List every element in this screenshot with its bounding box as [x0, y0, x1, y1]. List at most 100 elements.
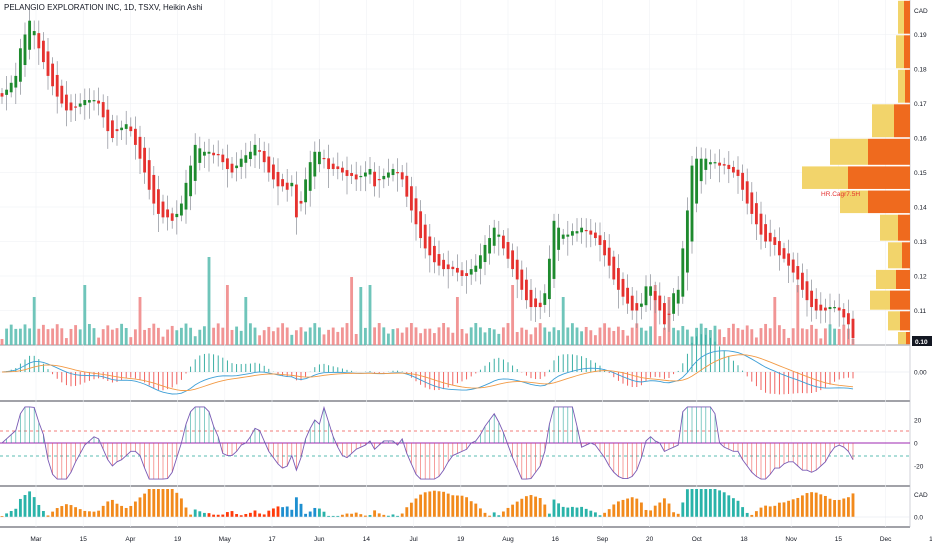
candle-body[interactable]: [74, 106, 78, 108]
candle-body[interactable]: [690, 165, 694, 242]
candle-body[interactable]: [106, 109, 110, 132]
candle-body[interactable]: [161, 201, 165, 218]
candle-body[interactable]: [437, 254, 441, 266]
candle-body[interactable]: [800, 272, 804, 290]
candle-body[interactable]: [350, 173, 354, 176]
candle-body[interactable]: [759, 213, 763, 235]
candle-body[interactable]: [478, 255, 482, 269]
candle-body[interactable]: [216, 154, 220, 156]
candle-body[interactable]: [304, 179, 308, 203]
candle-body[interactable]: [727, 164, 731, 170]
candle-body[interactable]: [317, 151, 321, 165]
candle-body[interactable]: [78, 103, 82, 107]
candle-body[interactable]: [184, 182, 188, 210]
candle-body[interactable]: [754, 203, 758, 225]
candle-body[interactable]: [745, 181, 749, 204]
candle-body[interactable]: [124, 124, 128, 129]
candle-body[interactable]: [777, 241, 781, 256]
candle-body[interactable]: [446, 264, 450, 270]
candle-body[interactable]: [115, 129, 119, 132]
candle-body[interactable]: [644, 286, 648, 306]
candle-body[interactable]: [616, 268, 620, 290]
candle-body[interactable]: [501, 235, 505, 249]
candle-body[interactable]: [175, 213, 179, 218]
candle-body[interactable]: [14, 75, 18, 88]
candle-body[interactable]: [32, 31, 36, 36]
candle-body[interactable]: [805, 281, 809, 301]
candle-body[interactable]: [322, 157, 326, 160]
candle-body[interactable]: [814, 298, 818, 311]
candle-body[interactable]: [741, 172, 745, 190]
candle-body[interactable]: [212, 152, 216, 156]
candle-body[interactable]: [598, 235, 602, 245]
candle-body[interactable]: [768, 232, 772, 242]
candle-body[interactable]: [258, 150, 262, 152]
candle-body[interactable]: [653, 291, 657, 301]
candle-body[interactable]: [810, 290, 814, 308]
candle-body[interactable]: [428, 236, 432, 256]
candle-body[interactable]: [589, 230, 593, 235]
candle-body[interactable]: [451, 266, 455, 270]
candle-body[interactable]: [667, 313, 671, 315]
candle-body[interactable]: [695, 158, 699, 204]
candle-body[interactable]: [524, 279, 528, 301]
candle-body[interactable]: [166, 209, 170, 218]
candle-body[interactable]: [336, 166, 340, 170]
candle-body[interactable]: [630, 295, 634, 311]
candle-body[interactable]: [635, 303, 639, 311]
candle-body[interactable]: [607, 247, 611, 266]
candle-body[interactable]: [290, 182, 294, 187]
candle-body[interactable]: [225, 158, 229, 170]
candle-body[interactable]: [198, 148, 202, 163]
macd-pane[interactable]: [0, 334, 910, 395]
candle-body[interactable]: [271, 164, 275, 180]
candle-body[interactable]: [736, 169, 740, 176]
candle-body[interactable]: [442, 259, 446, 270]
candle-body[interactable]: [377, 179, 381, 181]
candle-body[interactable]: [676, 289, 680, 304]
candle-body[interactable]: [331, 163, 335, 170]
osc-line[interactable]: [1, 405, 854, 480]
candle-body[interactable]: [423, 224, 427, 249]
candle-body[interactable]: [649, 286, 653, 296]
candle-body[interactable]: [566, 234, 570, 237]
candle-body[interactable]: [483, 244, 487, 263]
candle-body[interactable]: [497, 234, 501, 237]
candle-body[interactable]: [221, 154, 225, 163]
histogram-pane[interactable]: [0, 489, 910, 518]
candle-body[interactable]: [41, 40, 45, 63]
candle-body[interactable]: [603, 240, 607, 256]
candle-body[interactable]: [129, 126, 133, 132]
candle-body[interactable]: [28, 20, 32, 50]
candle-body[interactable]: [299, 200, 303, 204]
candle-body[interactable]: [64, 94, 68, 111]
candle-body[interactable]: [570, 231, 574, 236]
candle-body[interactable]: [787, 253, 791, 266]
candle-body[interactable]: [419, 211, 423, 239]
candle-body[interactable]: [359, 175, 363, 178]
candle-body[interactable]: [170, 213, 174, 221]
candle-body[interactable]: [202, 151, 206, 156]
candle-body[interactable]: [612, 256, 616, 280]
candle-body[interactable]: [340, 167, 344, 173]
candle-body[interactable]: [672, 293, 676, 314]
candle-body[interactable]: [842, 309, 846, 318]
candle-body[interactable]: [685, 210, 689, 273]
candle-body[interactable]: [474, 265, 478, 272]
candle-body[interactable]: [152, 174, 156, 204]
candle-body[interactable]: [51, 63, 55, 87]
candle-body[interactable]: [773, 237, 777, 245]
candle-body[interactable]: [83, 100, 87, 106]
candle-body[interactable]: [469, 269, 473, 275]
candle-body[interactable]: [92, 100, 96, 102]
candle-body[interactable]: [396, 172, 400, 174]
macd-line[interactable]: [1, 350, 854, 395]
candle-body[interactable]: [764, 224, 768, 242]
candle-body[interactable]: [750, 192, 754, 214]
candle-body[interactable]: [584, 229, 588, 232]
candle-body[interactable]: [718, 162, 722, 166]
candle-body[interactable]: [538, 302, 542, 308]
candle-body[interactable]: [368, 169, 372, 175]
candle-body[interactable]: [239, 158, 243, 167]
